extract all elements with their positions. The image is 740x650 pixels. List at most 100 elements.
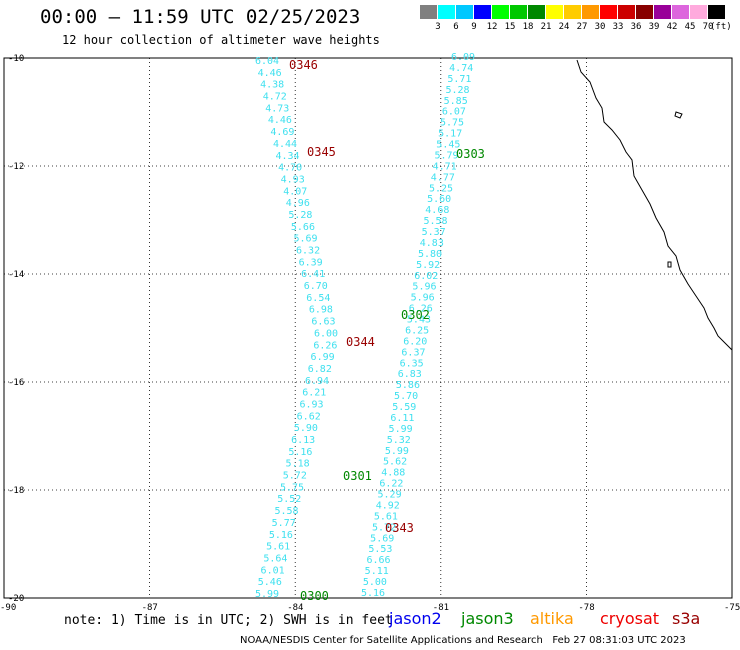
wave-height-value: 6.70 bbox=[304, 281, 328, 292]
wave-height-value: 6.26 bbox=[409, 304, 433, 315]
wave-height-value: 5.61 bbox=[374, 511, 398, 522]
latitude-label: -12 bbox=[8, 162, 24, 172]
credit-line: NOAA/NESDIS Center for Satellite Applica… bbox=[240, 635, 686, 646]
wave-height-value: 5.32 bbox=[387, 435, 411, 446]
wave-height-value: 6.21 bbox=[302, 388, 326, 399]
color-swatch bbox=[438, 5, 455, 19]
wave-height-value: 5.92 bbox=[416, 260, 440, 271]
wave-height-value: 4.92 bbox=[376, 500, 400, 511]
color-swatch bbox=[420, 5, 437, 19]
wave-height-value: 5.99 bbox=[255, 589, 279, 600]
wave-height-value: 5.29 bbox=[378, 490, 402, 501]
wave-height-value: 6.01 bbox=[261, 565, 285, 576]
wave-height-value: 4.68 bbox=[425, 205, 449, 216]
pass-label: 0303 bbox=[456, 147, 485, 161]
wave-height-value: 5.71 bbox=[447, 74, 471, 85]
island-outline bbox=[674, 111, 683, 119]
color-scale-label: 42 bbox=[666, 22, 678, 32]
wave-height-value: 5.75 bbox=[440, 118, 464, 129]
wave-height-value: 6.98 bbox=[309, 305, 333, 316]
color-scale-label: 15 bbox=[504, 22, 516, 32]
wave-height-value: 6.93 bbox=[299, 399, 323, 410]
wave-height-value: 6.09 bbox=[451, 52, 475, 63]
wave-height-value: 5.46 bbox=[258, 577, 282, 588]
pass-label: 0302 bbox=[401, 308, 430, 322]
longitude-label: -78 bbox=[578, 603, 594, 613]
color-swatch bbox=[510, 5, 527, 19]
wave-height-value: 5.16 bbox=[269, 530, 293, 541]
wave-height-value: 5.18 bbox=[286, 459, 310, 470]
map-title: 00:00 – 11:59 UTC 02/25/2023 bbox=[40, 6, 361, 28]
color-swatch bbox=[636, 5, 653, 19]
pass-label: 0344 bbox=[346, 335, 375, 349]
legend-entry-jason3: jason3 bbox=[461, 609, 514, 628]
wave-height-value: 6.11 bbox=[390, 413, 414, 424]
wave-height-value: 5.00 bbox=[363, 577, 387, 588]
wave-height-value: 4.44 bbox=[273, 139, 297, 150]
wave-height-value: 5.52 bbox=[277, 494, 301, 505]
color-swatch bbox=[708, 5, 725, 19]
wave-height-value: 5.28 bbox=[288, 210, 312, 221]
longitude-label: -75 bbox=[724, 603, 740, 613]
wave-height-value: 5.28 bbox=[445, 85, 469, 96]
wave-height-value: 5.96 bbox=[412, 282, 436, 293]
color-scale-label: 24 bbox=[558, 22, 570, 32]
wave-height-value: 6.94 bbox=[305, 376, 329, 387]
wave-height-value: 4.69 bbox=[270, 127, 294, 138]
graticule: -10 -12 -14 -16 -18 -20 -87 -84 -81 -78 -75 -90 bbox=[0, 54, 740, 613]
color-swatch bbox=[528, 5, 545, 19]
wave-height-value: 6.04 bbox=[255, 56, 279, 67]
color-swatch bbox=[456, 5, 473, 19]
color-scale-label: 27 bbox=[576, 22, 588, 32]
wave-height-value: 5.96 bbox=[411, 293, 435, 304]
wave-height-value: 5.72 bbox=[372, 522, 396, 533]
wave-height-value: 5.77 bbox=[272, 518, 296, 529]
wave-height-value: 6.54 bbox=[306, 293, 330, 304]
wave-height-value: 5.62 bbox=[383, 457, 407, 468]
wave-height-value: 6.32 bbox=[296, 246, 320, 257]
longitude-label: -81 bbox=[433, 603, 449, 613]
color-swatch bbox=[672, 5, 689, 19]
color-scale-label: 3 bbox=[435, 22, 441, 32]
legend-entry-altika: altika bbox=[530, 609, 574, 628]
wave-height-value: 5.17 bbox=[438, 129, 462, 140]
color-swatch bbox=[474, 5, 491, 19]
wave-height-value: 6.66 bbox=[367, 555, 391, 566]
wave-height-value: 6.62 bbox=[297, 411, 321, 422]
wave-height-value: 4.46 bbox=[258, 68, 282, 79]
color-scale-label: 36 bbox=[630, 22, 642, 32]
legend-entry-cryosat: cryosat bbox=[600, 609, 660, 628]
color-scale-label: 30 bbox=[594, 22, 606, 32]
wave-height-value: 5.72 bbox=[283, 471, 307, 482]
wave-height-value: 6.99 bbox=[311, 352, 335, 363]
wave-height-value: 5.66 bbox=[291, 222, 315, 233]
wave-height-value: 6.35 bbox=[400, 358, 424, 369]
wave-height-value: 4.96 bbox=[286, 198, 310, 209]
wave-height-value: 4.07 bbox=[283, 186, 307, 197]
pass-label: 0345 bbox=[307, 145, 336, 159]
pass-label: 0343 bbox=[385, 521, 414, 535]
wave-height-value: 5.61 bbox=[266, 542, 290, 553]
wave-height-value: 5.99 bbox=[385, 446, 409, 457]
latitude-label: -16 bbox=[8, 378, 24, 388]
altimeter-tracks: 6.044.464.384.724.734.464.694.444.344.70… bbox=[255, 52, 475, 600]
wave-height-value: 5.64 bbox=[263, 553, 287, 564]
wave-height-value: 5.99 bbox=[389, 424, 413, 435]
wave-height-value: 6.02 bbox=[414, 271, 438, 282]
longitude-label: -90 bbox=[0, 603, 16, 613]
wave-height-value: 4.88 bbox=[381, 468, 405, 479]
legend-entry-jason2: jason2 bbox=[389, 609, 442, 628]
wave-height-value: 4.70 bbox=[278, 163, 302, 174]
color-swatch bbox=[492, 5, 509, 19]
wave-height-value: 5.16 bbox=[288, 447, 312, 458]
wave-height-value: 5.90 bbox=[294, 423, 318, 434]
latitude-label: -10 bbox=[8, 54, 24, 64]
wave-height-value: 5.69 bbox=[293, 234, 317, 245]
wave-height-value: 5.69 bbox=[370, 533, 394, 544]
coastline bbox=[576, 59, 733, 351]
wave-height-value: 6.41 bbox=[301, 269, 325, 280]
longitude-label: -87 bbox=[142, 603, 158, 613]
wave-height-value: 6.63 bbox=[311, 317, 335, 328]
wave-height-value: 4.77 bbox=[431, 172, 455, 183]
map-subtitle: 12 hour collection of altimeter wave hei… bbox=[62, 33, 380, 47]
